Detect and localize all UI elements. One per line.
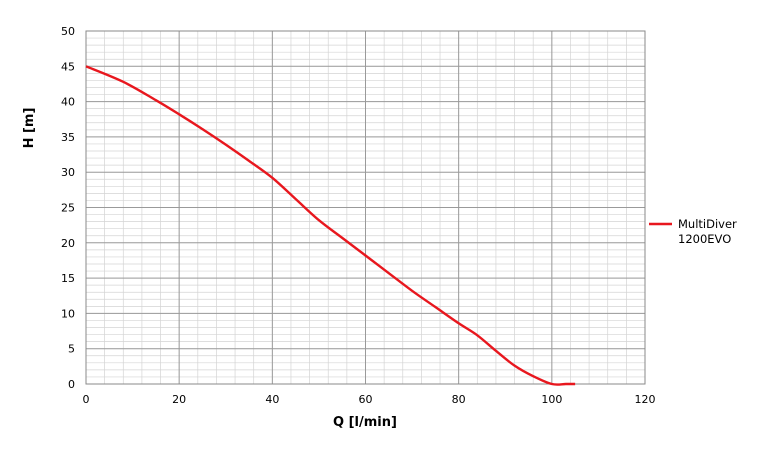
y-tick-label: 10 xyxy=(61,307,75,320)
y-tick-label: 0 xyxy=(68,378,75,391)
y-tick-label: 50 xyxy=(61,25,75,38)
y-tick-label: 45 xyxy=(61,60,75,73)
y-tick-label: 20 xyxy=(61,237,75,250)
x-tick-label: 100 xyxy=(541,393,562,406)
y-tick-label: 15 xyxy=(61,272,75,285)
x-tick-label: 40 xyxy=(265,393,279,406)
y-tick-label: 5 xyxy=(68,343,75,356)
x-tick-label: 120 xyxy=(635,393,656,406)
legend: MultiDiver 1200EVO xyxy=(649,217,737,246)
y-tick-label: 30 xyxy=(61,166,75,179)
series-line-multidiver-1200evo xyxy=(85,65,576,386)
x-axis-title: Q [l/min] xyxy=(333,415,397,430)
y-axis-title: H [m] xyxy=(22,108,37,149)
major-grid xyxy=(85,30,646,385)
y-tick-label: 25 xyxy=(61,202,75,215)
plot-frame xyxy=(85,30,646,385)
x-tick-label: 0 xyxy=(83,393,90,406)
x-tick-label: 60 xyxy=(359,393,373,406)
y-tick-labels: 0 5 10 15 20 25 30 35 40 45 50 xyxy=(61,25,75,391)
x-tick-label: 80 xyxy=(452,393,466,406)
legend-label-line-2: 1200EVO xyxy=(678,232,731,246)
x-tick-label: 20 xyxy=(172,393,186,406)
series-layer xyxy=(85,65,576,386)
y-tick-label: 40 xyxy=(61,96,75,109)
legend-label-line-1: MultiDiver xyxy=(678,217,737,231)
y-tick-label: 35 xyxy=(61,131,75,144)
x-tick-labels: 0 20 40 60 80 100 120 xyxy=(83,393,656,406)
